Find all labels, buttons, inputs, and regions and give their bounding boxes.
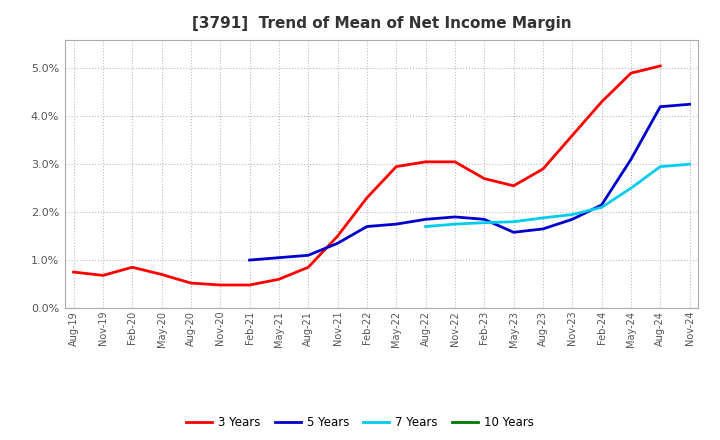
5 Years — [392, 221, 400, 227]
3 Years — [186, 280, 195, 286]
5 Years — [421, 216, 430, 222]
Legend: 3 Years, 5 Years, 7 Years, 10 Years: 3 Years, 5 Years, 7 Years, 10 Years — [181, 412, 539, 434]
3 Years — [246, 282, 254, 288]
7 Years — [568, 212, 577, 217]
3 Years — [274, 277, 283, 282]
5 Years — [246, 257, 254, 263]
7 Years — [539, 215, 547, 220]
3 Years — [626, 70, 635, 76]
5 Years — [480, 216, 489, 222]
3 Years — [539, 166, 547, 172]
3 Years — [509, 183, 518, 188]
7 Years — [598, 205, 606, 210]
7 Years — [480, 220, 489, 225]
3 Years — [99, 273, 107, 278]
7 Years — [421, 224, 430, 229]
3 Years — [656, 63, 665, 69]
3 Years — [157, 272, 166, 277]
3 Years — [304, 264, 312, 270]
3 Years — [598, 99, 606, 105]
3 Years — [128, 264, 137, 270]
5 Years — [568, 216, 577, 222]
3 Years — [392, 164, 400, 169]
7 Years — [685, 161, 694, 167]
Title: [3791]  Trend of Mean of Net Income Margin: [3791] Trend of Mean of Net Income Margi… — [192, 16, 572, 32]
5 Years — [685, 102, 694, 107]
5 Years — [333, 241, 342, 246]
3 Years — [568, 133, 577, 138]
Line: 7 Years: 7 Years — [426, 164, 690, 227]
5 Years — [363, 224, 372, 229]
7 Years — [451, 221, 459, 227]
5 Years — [451, 214, 459, 220]
7 Years — [656, 164, 665, 169]
5 Years — [509, 230, 518, 235]
7 Years — [509, 219, 518, 224]
3 Years — [333, 234, 342, 239]
5 Years — [626, 157, 635, 162]
3 Years — [451, 159, 459, 165]
3 Years — [363, 195, 372, 200]
3 Years — [421, 159, 430, 165]
3 Years — [69, 269, 78, 275]
3 Years — [216, 282, 225, 288]
3 Years — [480, 176, 489, 181]
5 Years — [304, 253, 312, 258]
Line: 3 Years: 3 Years — [73, 66, 660, 285]
5 Years — [274, 255, 283, 260]
7 Years — [626, 186, 635, 191]
5 Years — [598, 202, 606, 208]
5 Years — [656, 104, 665, 109]
Line: 5 Years: 5 Years — [250, 104, 690, 260]
5 Years — [539, 226, 547, 231]
